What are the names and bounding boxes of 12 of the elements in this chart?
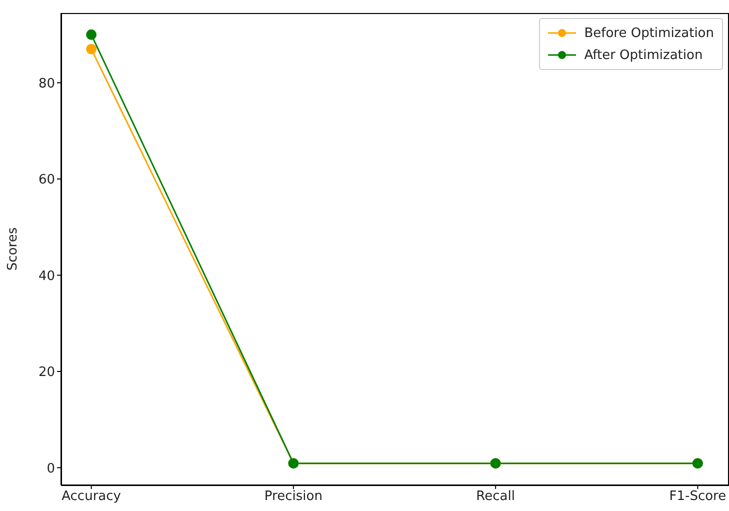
y-tick-label: 80 (38, 76, 55, 92)
x-tick-label: Recall (476, 489, 515, 504)
legend-label: Before Optimization (584, 26, 714, 40)
y-tick-label: 40 (38, 268, 55, 284)
y-tick-label: 60 (38, 172, 55, 188)
x-tick-label: Accuracy (62, 489, 122, 504)
y-axis-title: Scores (6, 227, 21, 271)
y-tick-label: 20 (38, 365, 55, 380)
legend-label: After Optimization (584, 48, 703, 62)
x-tick-label: F1-Score (669, 489, 726, 504)
x-tick-label: Precision (264, 489, 322, 504)
y-tick-label: 0 (46, 461, 55, 476)
